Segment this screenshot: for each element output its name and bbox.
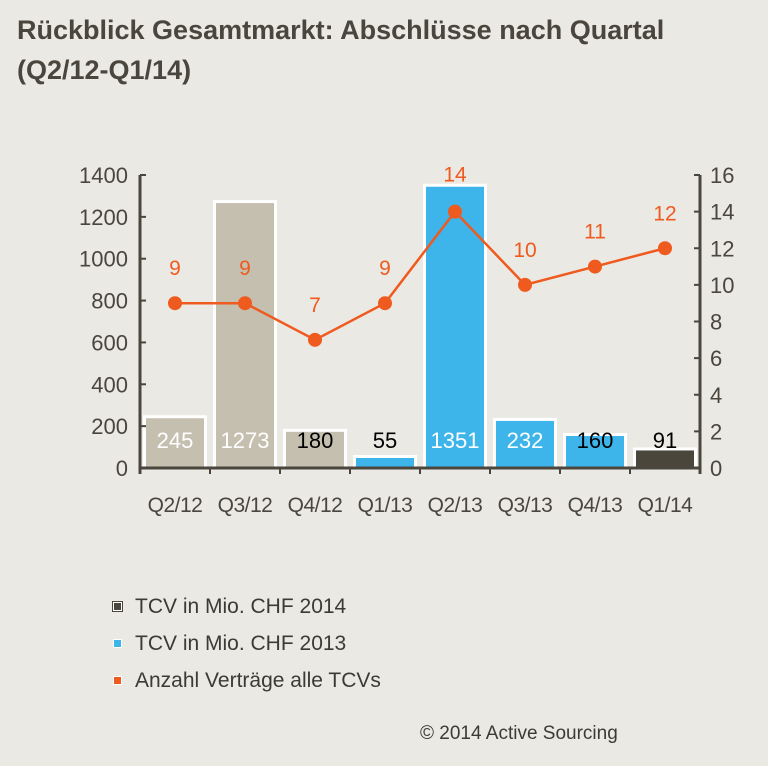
bar-value-label: 1351 xyxy=(431,428,480,453)
contracts-point-Q2/12 xyxy=(168,296,182,311)
contracts-point-Q3/13 xyxy=(518,277,532,292)
bar-value-label: 160 xyxy=(577,428,614,453)
right-tick-label: 8 xyxy=(710,310,722,335)
legend-swatch-2014 xyxy=(112,601,123,612)
contracts-point-Q2/13 xyxy=(448,204,462,219)
right-tick-label: 0 xyxy=(710,456,722,481)
contracts-line xyxy=(175,209,666,342)
x-tick-label: Q1/14 xyxy=(638,494,694,517)
bar-value-label: 55 xyxy=(373,428,397,453)
bar-value-label: 180 xyxy=(297,428,334,453)
bar-value-label: 232 xyxy=(507,428,544,453)
contracts-value-label: 10 xyxy=(513,239,536,262)
contracts-value-label: 7 xyxy=(309,294,321,317)
copyright: © 2014 Active Sourcing xyxy=(420,723,618,744)
left-tick-label: 200 xyxy=(91,414,128,439)
x-tick-label: Q4/12 xyxy=(288,494,343,517)
left-tick-label: 0 xyxy=(116,456,128,481)
right-tick-label: 12 xyxy=(710,236,734,261)
x-tick-label: Q3/13 xyxy=(498,494,553,517)
right-tick-label: 16 xyxy=(710,163,734,188)
contracts-point-Q1/14 xyxy=(658,241,672,256)
bar-Q3/13 xyxy=(493,417,557,470)
bar-value-label: 1273 xyxy=(221,428,270,453)
x-tick-label: Q3/12 xyxy=(218,494,273,517)
bar-Q3/12 xyxy=(213,200,277,470)
contracts-value-label: 9 xyxy=(169,257,181,280)
bar-value-label: 91 xyxy=(653,428,677,453)
contracts-point-Q4/12 xyxy=(308,332,322,347)
legend-item-contracts: Anzahl Verträge alle TCVs xyxy=(113,662,381,699)
contracts-point-Q3/12 xyxy=(238,296,252,311)
legend-label: TCV in Mio. CHF 2013 xyxy=(135,631,347,655)
left-tick-label: 600 xyxy=(91,330,128,355)
bar-value-label: 245 xyxy=(157,428,194,453)
left-tick-label: 800 xyxy=(91,289,128,314)
x-tick-label: Q2/12 xyxy=(148,494,203,517)
right-tick-label: 6 xyxy=(710,346,722,371)
right-tick-label: 4 xyxy=(710,383,722,408)
contracts-value-label: 9 xyxy=(379,257,391,280)
contracts-value-label: 12 xyxy=(653,202,676,225)
bar-Q1/13 xyxy=(353,454,417,470)
contracts-value-label: 11 xyxy=(584,221,606,244)
contracts-value-label: 9 xyxy=(239,257,251,280)
contracts-value-label: 14 xyxy=(443,164,467,187)
legend-item-tcv-2013: TCV in Mio. CHF 2013 xyxy=(113,625,381,662)
legend-label: TCV in Mio. CHF 2014 xyxy=(135,594,347,618)
left-tick-label: 400 xyxy=(91,372,128,397)
legend-swatch-2013 xyxy=(113,639,122,648)
legend-label: Anzahl Verträge alle TCVs xyxy=(135,668,381,692)
right-tick-label: 10 xyxy=(710,273,734,298)
right-tick-label: 2 xyxy=(710,419,722,444)
bar-Q2/13 xyxy=(423,183,487,470)
right-tick-label: 14 xyxy=(710,200,734,225)
legend: TCV in Mio. CHF 2014 TCV in Mio. CHF 201… xyxy=(112,588,381,699)
x-tick-label: Q4/13 xyxy=(568,494,623,517)
x-tick-label: Q1/13 xyxy=(358,494,413,517)
left-tick-label: 1400 xyxy=(79,163,128,188)
contracts-point-Q1/13 xyxy=(378,296,392,311)
chart-title: Rückblick Gesamtmarkt: Abschlüsse nach Q… xyxy=(17,15,665,85)
legend-item-tcv-2014: TCV in Mio. CHF 2014 xyxy=(112,588,381,625)
legend-swatch-contracts xyxy=(113,676,122,685)
left-tick-label: 1200 xyxy=(79,205,128,230)
left-tick-label: 1000 xyxy=(79,247,128,272)
x-tick-label: Q2/13 xyxy=(428,494,483,517)
contracts-point-Q4/13 xyxy=(588,259,602,274)
bar-Q4/12 xyxy=(283,428,347,470)
